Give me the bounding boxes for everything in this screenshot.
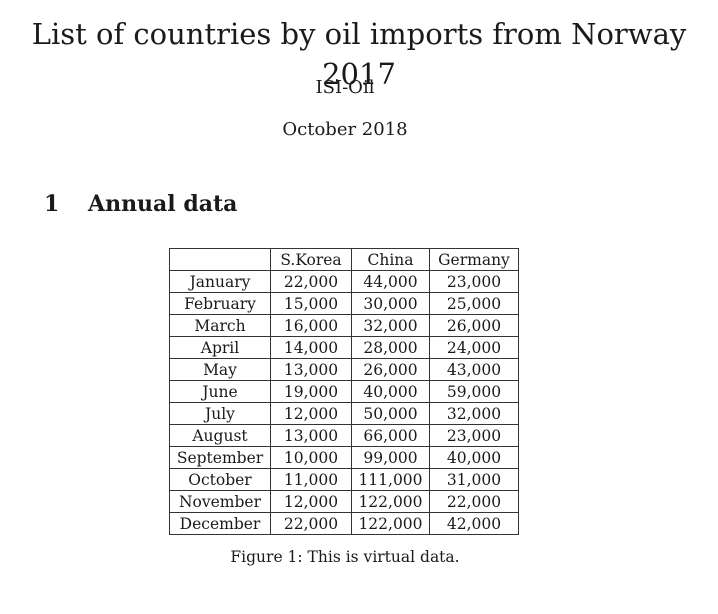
month-cell: October [169, 468, 271, 491]
skorea-cell: 11,000 [270, 468, 352, 491]
month-cell: May [169, 358, 271, 381]
germany-cell: 43,000 [429, 358, 519, 381]
germany-cell: 25,000 [429, 292, 519, 315]
section-title: Annual data [88, 191, 238, 217]
month-cell: March [169, 314, 271, 337]
section-heading: 1 Annual data [44, 188, 237, 220]
germany-cell: 26,000 [429, 314, 519, 337]
skorea-cell: 22,000 [270, 270, 352, 293]
document-author: ISI-Oil [315, 77, 375, 98]
skorea-cell: 14,000 [270, 336, 352, 359]
month-cell: September [169, 446, 271, 469]
table-row: July 12,000 50,000 32,000 [169, 402, 519, 425]
oil-imports-table: S.Korea China Germany January 22,000 44,00… [169, 248, 519, 535]
skorea-cell: 13,000 [270, 424, 352, 447]
month-cell: June [169, 380, 271, 403]
table-row: April 14,000 28,000 24,000 [169, 336, 519, 359]
skorea-cell: 19,000 [270, 380, 352, 403]
table-row: June 19,000 40,000 59,000 [169, 380, 519, 403]
china-cell: 50,000 [351, 402, 430, 425]
skorea-cell: 12,000 [270, 490, 352, 513]
germany-cell: 42,000 [429, 512, 519, 535]
table-header-corner [169, 248, 271, 271]
table-header-skorea: S.Korea [270, 248, 352, 271]
month-cell: August [169, 424, 271, 447]
table-row: March 16,000 32,000 26,000 [169, 314, 519, 337]
skorea-cell: 16,000 [270, 314, 352, 337]
table-row: February 15,000 30,000 25,000 [169, 292, 519, 315]
document-title: List of countries by oil imports from No… [31, 17, 687, 91]
table-row: November 12,000 122,000 22,000 [169, 490, 519, 513]
china-cell: 32,000 [351, 314, 430, 337]
document-date: October 2018 [282, 119, 408, 140]
skorea-cell: 12,000 [270, 402, 352, 425]
table-row: August 13,000 66,000 23,000 [169, 424, 519, 447]
germany-cell: 32,000 [429, 402, 519, 425]
germany-cell: 31,000 [429, 468, 519, 491]
month-cell: February [169, 292, 271, 315]
skorea-cell: 13,000 [270, 358, 352, 381]
china-cell: 99,000 [351, 446, 430, 469]
table-row: January 22,000 44,000 23,000 [169, 270, 519, 293]
table-row: May 13,000 26,000 43,000 [169, 358, 519, 381]
table-body: January 22,000 44,000 23,000 February 15,000 3… [169, 270, 519, 535]
table-header-row: S.Korea China Germany [169, 248, 519, 271]
china-cell: 111,000 [351, 468, 430, 491]
section-number: 1 [44, 191, 60, 217]
china-cell: 40,000 [351, 380, 430, 403]
table-row: October 11,000 111,000 31,000 [169, 468, 519, 491]
table-header-china: China [351, 248, 430, 271]
china-cell: 44,000 [351, 270, 430, 293]
skorea-cell: 15,000 [270, 292, 352, 315]
germany-cell: 22,000 [429, 490, 519, 513]
month-cell: November [169, 490, 271, 513]
skorea-cell: 10,000 [270, 446, 352, 469]
germany-cell: 59,000 [429, 380, 519, 403]
germany-cell: 23,000 [429, 270, 519, 293]
china-cell: 28,000 [351, 336, 430, 359]
month-cell: April [169, 336, 271, 359]
month-cell: January [169, 270, 271, 293]
germany-cell: 24,000 [429, 336, 519, 359]
month-cell: July [169, 402, 271, 425]
china-cell: 66,000 [351, 424, 430, 447]
china-cell: 122,000 [351, 512, 430, 535]
skorea-cell: 22,000 [270, 512, 352, 535]
table-row: September 10,000 99,000 40,000 [169, 446, 519, 469]
germany-cell: 40,000 [429, 446, 519, 469]
germany-cell: 23,000 [429, 424, 519, 447]
china-cell: 122,000 [351, 490, 430, 513]
month-cell: December [169, 512, 271, 535]
table-row: December 22,000 122,000 42,000 [169, 512, 519, 535]
table-header-germany: Germany [429, 248, 519, 271]
china-cell: 30,000 [351, 292, 430, 315]
figure-caption: Figure 1: This is virtual data. [230, 548, 460, 566]
china-cell: 26,000 [351, 358, 430, 381]
